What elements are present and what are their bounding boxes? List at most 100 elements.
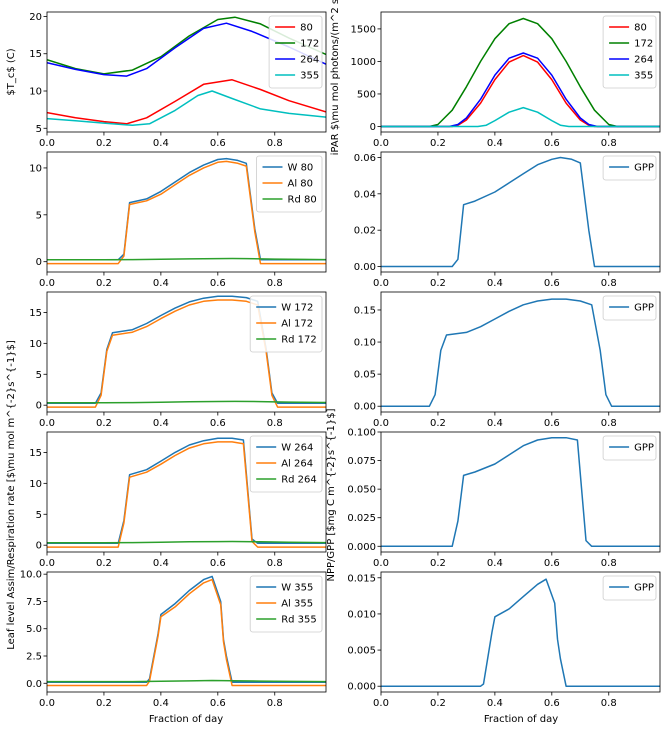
x-tick-label: 0.2 — [430, 278, 446, 289]
x-tick-label: 0.8 — [267, 278, 283, 289]
chart-tc[interactable]: 0.0 0.2 0.4 0.6 0.8 5 10 15 20 $T_c$ (C) 80 172 264 3… — [6, 11, 327, 149]
x-tick-label: 0.6 — [210, 418, 226, 429]
y-tick-label: 0.00 — [354, 402, 376, 413]
series-line-Al-355 — [47, 578, 326, 687]
legend-label: Al 264 — [281, 459, 313, 470]
y-tick-label: 5 — [36, 124, 42, 135]
y-tick-label: 0 — [36, 257, 42, 268]
series-line-264 — [381, 52, 660, 128]
legend-label: 172 — [300, 39, 319, 50]
x-tick-label: 0.6 — [210, 278, 226, 289]
legend-box — [268, 15, 323, 89]
x-tick-label: 0.8 — [601, 138, 617, 149]
y-tick-label: 2.5 — [26, 652, 42, 663]
y-tick-label: 0.0 — [26, 679, 42, 690]
y-tick-label: 0.005 — [347, 646, 376, 657]
y-tick-label: 0.05 — [354, 370, 376, 381]
y-tick-label: 0.100 — [347, 428, 376, 439]
legend: W 80 Al 80 Rd 80 — [256, 155, 323, 213]
legend-label: 355 — [300, 71, 319, 82]
y-tick-label: 20 — [29, 12, 42, 23]
chart-g172[interactable]: 0.0 0.2 0.4 0.6 0.8 0.00 0.05 0.10 0.15 GPP — [354, 291, 661, 429]
y-tick-label: 0.02 — [354, 226, 376, 237]
x-tick-label: 0.4 — [153, 558, 169, 569]
y-tick-label: 0.000 — [347, 542, 376, 553]
xlabel-left: Fraction of day — [149, 714, 223, 725]
legend-box — [602, 15, 657, 89]
series-line-GPP — [381, 436, 660, 548]
x-tick-label: 0.6 — [544, 558, 560, 569]
legend: W 172 Al 172 Rd 172 — [249, 295, 323, 353]
legend-box — [602, 435, 657, 461]
chart-a172[interactable]: 0.0 0.2 0.4 0.6 0.8 0 5 10 15 W 172 Al 172 Rd 172 — [29, 291, 327, 429]
legend-box — [602, 155, 657, 181]
y-tick-label: 10 — [29, 87, 42, 98]
x-tick-label: 0.4 — [153, 698, 169, 709]
x-tick-label: 0.0 — [39, 278, 55, 289]
axes-frame — [46, 11, 327, 133]
y-tick-label: 0.04 — [354, 189, 376, 200]
y-axis-label: $T_c$ (C) — [6, 48, 17, 95]
x-tick-label: 0.8 — [601, 558, 617, 569]
legend-label: GPP — [634, 583, 654, 594]
x-tick-label: 0.2 — [96, 558, 112, 569]
y-tick-label: 5 — [36, 210, 42, 221]
legend-label: W 355 — [281, 583, 313, 594]
y-tick-label: 0.050 — [347, 485, 376, 496]
legend-label: 80 — [300, 23, 313, 34]
y-tick-label: 15 — [29, 49, 42, 60]
y-tick-label: 0 — [370, 122, 376, 133]
legend-box — [249, 295, 323, 353]
chart-a355[interactable]: 0.0 0.2 0.4 0.6 0.8 0.0 2.5 5.0 7.5 10.0 W 355 Al 3… — [20, 570, 327, 709]
legend: GPP — [602, 575, 657, 601]
legend-label: Rd 264 — [281, 475, 317, 486]
chart-g80[interactable]: 0.0 0.2 0.4 0.6 0.8 0.00 0.02 0.04 0.06 GPP — [354, 151, 661, 289]
legend: 80 172 264 355 — [268, 15, 323, 89]
y-tick-label: 15 — [29, 308, 42, 319]
y-tick-label: 5.0 — [26, 624, 42, 635]
x-tick-label: 0.2 — [430, 138, 446, 149]
x-tick-label: 0.6 — [210, 698, 226, 709]
y-axis-label: iPAR $\mu mol photons/(m^2 s)$ — [330, 0, 341, 155]
x-tick-label: 0.4 — [487, 138, 503, 149]
x-tick-label: 0.4 — [487, 698, 503, 709]
series-line-264 — [47, 22, 326, 77]
x-tick-label: 0.4 — [153, 278, 169, 289]
chart-g264[interactable]: 0.0 0.2 0.4 0.6 0.8 0.000 0.025 0.050 0.075 0.100… — [347, 428, 661, 570]
y-tick-label: 0 — [36, 401, 42, 412]
legend-box — [602, 575, 657, 601]
legend-box — [602, 295, 657, 321]
legend-label: 172 — [634, 39, 653, 50]
y-tick-label: 10 — [29, 479, 42, 490]
legend-label: 80 — [634, 23, 647, 34]
x-tick-label: 0.6 — [544, 138, 560, 149]
legend-label: GPP — [634, 303, 654, 314]
chart-g355[interactable]: 0.0 0.2 0.4 0.6 0.8 0.000 0.005 0.010 0.015 GPP — [347, 571, 661, 709]
legend-label: GPP — [634, 163, 654, 174]
chart-a264[interactable]: 0.0 0.2 0.4 0.6 0.8 0 5 10 15 W 264 Al 264 Rd 264 — [29, 431, 327, 569]
chart-ipar[interactable]: 0.0 0.2 0.4 0.6 0.8 0 500 1000 1500 iPAR $\mu mol… — [330, 0, 661, 155]
y-tick-label: 0.00 — [354, 262, 376, 273]
x-tick-label: 0.4 — [487, 558, 503, 569]
x-tick-label: 0.0 — [39, 558, 55, 569]
x-tick-label: 0.8 — [601, 418, 617, 429]
legend-label: 355 — [634, 71, 653, 82]
series-line-Rd-80 — [47, 257, 326, 261]
axes-frame — [380, 291, 661, 413]
series-line-Al-80 — [47, 160, 326, 265]
legend: W 355 Al 355 Rd 355 — [249, 575, 323, 633]
chart-a80[interactable]: 0.0 0.2 0.4 0.6 0.8 0 5 10 W 80 Al 80 Rd 80 — [29, 151, 327, 289]
x-tick-label: 0.8 — [601, 278, 617, 289]
series-line-355 — [381, 106, 660, 128]
legend-label: GPP — [634, 443, 654, 454]
x-tick-label: 0.6 — [544, 698, 560, 709]
legend-label: Al 172 — [281, 319, 313, 330]
legend-box — [249, 575, 323, 633]
x-tick-label: 0.6 — [544, 418, 560, 429]
y-tick-label: 0.15 — [354, 305, 376, 316]
x-tick-label: 0.0 — [39, 698, 55, 709]
x-tick-label: 0.4 — [487, 418, 503, 429]
series-line-GPP — [381, 578, 660, 687]
series-line-GPP — [381, 156, 660, 268]
